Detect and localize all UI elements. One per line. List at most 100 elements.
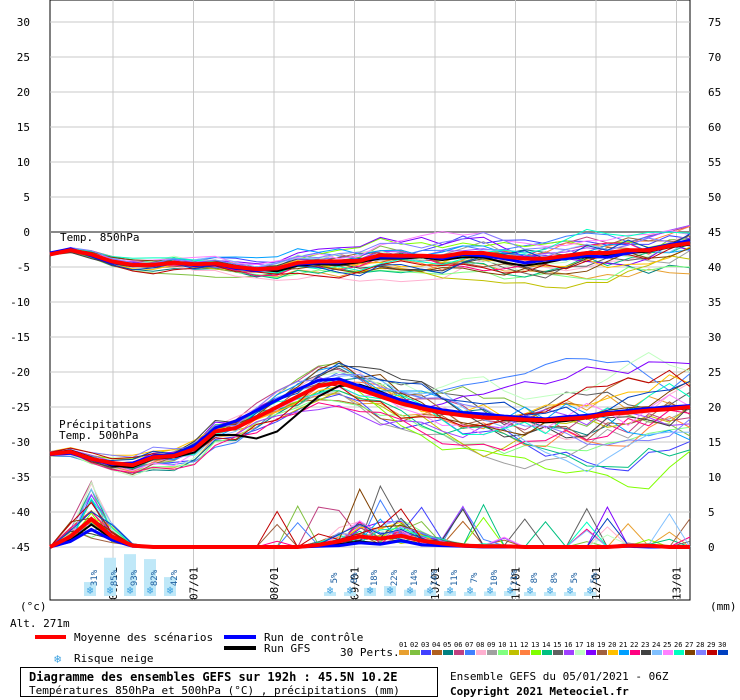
left-axis-unit: (°c) — [20, 600, 47, 613]
snow-risk-bar — [344, 592, 356, 596]
pert-legend-number: 28 — [696, 641, 704, 649]
right-tick-label: 35 — [708, 296, 721, 309]
snowflake-icon: ❄ — [407, 584, 414, 597]
snow-risk-label: 85% — [110, 569, 120, 586]
snow-risk-label: 82% — [150, 569, 160, 586]
legend-gfs-label: Run GFS — [264, 642, 310, 655]
pert-legend-number: 22 — [630, 641, 638, 649]
snow-risk-bar — [164, 577, 176, 596]
pert-legend-swatch — [399, 650, 409, 655]
pert-legend-swatch — [663, 650, 673, 655]
pert-legend-swatch — [542, 650, 552, 655]
snow-risk-bar — [464, 592, 476, 596]
pert-line — [49, 397, 691, 472]
pert-legend-number: 09 — [487, 641, 495, 649]
snow-risk-bar — [584, 592, 596, 596]
snow-risk-bar — [364, 587, 376, 596]
pert-legend-number: 23 — [641, 641, 649, 649]
snowflake-icon: ❄ — [147, 584, 154, 597]
pert-line — [49, 233, 691, 277]
pert-line — [49, 246, 691, 271]
snow-risk-label: 11% — [510, 569, 520, 586]
left-tick-label: -30 — [10, 436, 30, 449]
pert-legend-swatch — [685, 650, 695, 655]
pert-legend-swatch — [641, 650, 651, 655]
snow-risk-bar — [524, 592, 536, 596]
pert-legend-swatch — [432, 650, 442, 655]
left-tick-label: -35 — [10, 471, 30, 484]
snowflake-icon: ❄ — [367, 584, 374, 597]
grid — [50, 0, 690, 600]
pert-line — [49, 240, 691, 279]
right-tick-label: 20 — [708, 401, 721, 414]
snowflake-icon: ❄ — [567, 584, 574, 597]
pert-legend-number: 04 — [432, 641, 440, 649]
pert-legend-swatch — [509, 650, 519, 655]
left-tick-label: -15 — [10, 331, 30, 344]
pert-legend-swatch — [718, 650, 728, 655]
pert-legend-number: 03 — [421, 641, 429, 649]
pert-line — [49, 228, 691, 274]
snow-risk-label: 11% — [450, 569, 460, 586]
snow-risk-label: 18% — [370, 569, 380, 586]
snowflake-icon: ❄ — [487, 584, 494, 597]
pert-legend-number: 18 — [586, 641, 594, 649]
pert-legend-swatch — [454, 650, 464, 655]
pert-legend-swatch — [707, 650, 717, 655]
pert-legend-swatch — [619, 650, 629, 655]
x-tick-label: 08/01 — [268, 567, 281, 600]
pert-legend-swatch — [553, 650, 563, 655]
pert-legend-number: 12 — [520, 641, 528, 649]
left-tick-label: 5 — [23, 191, 30, 204]
snow-risk-label: 14% — [410, 569, 420, 586]
pert-line — [49, 386, 691, 472]
right-tick-label: 60 — [708, 121, 721, 134]
left-axis: 30 25 20 15 10 5 0 -5 -10 -15 -20 -25 -30 -35 -40 -45 — [10, 16, 30, 554]
right-tick-label: 5 — [708, 506, 715, 519]
snowflake-icon: ❄ — [427, 584, 434, 597]
snow-risk-bar — [124, 554, 136, 596]
pert-legend-number: 06 — [454, 641, 462, 649]
pert-legend-number: 20 — [608, 641, 616, 649]
pert-legend-swatch — [487, 650, 497, 655]
snowflake-icon: ❄ — [327, 584, 334, 597]
pert-legend-number: 02 — [410, 641, 418, 649]
title-box: Diagramme des ensembles GEFS sur 192h : … — [20, 667, 438, 697]
left-tick-label: -45 — [10, 541, 30, 554]
pert-legend-swatch — [465, 650, 475, 655]
pert-legend-number: 24 — [652, 641, 660, 649]
left-tick-label: -20 — [10, 366, 30, 379]
left-tick-label: -5 — [17, 261, 30, 274]
pert-legend-number: 05 — [443, 641, 451, 649]
snow-risk-bar — [104, 557, 116, 596]
pert-line — [49, 229, 691, 266]
snow-risk-bar — [544, 592, 556, 596]
series-line — [49, 380, 691, 468]
snow-risk-bar — [504, 591, 516, 596]
snowflake-icon: ❄ — [107, 584, 114, 597]
series-line — [49, 241, 691, 272]
right-tick-label: 55 — [708, 156, 721, 169]
pert-legend-number: 15 — [553, 641, 561, 649]
pert-legend-swatch — [674, 650, 684, 655]
pert-legend-swatch — [696, 650, 706, 655]
pert-legend-swatch — [652, 650, 662, 655]
right-tick-label: 50 — [708, 191, 721, 204]
left-tick-label: 25 — [17, 51, 30, 64]
snowflake-icon: ❄ — [54, 652, 61, 666]
snowflake-icon: ❄ — [587, 584, 594, 597]
pert-line — [49, 374, 691, 458]
snow-risk-label: 93% — [130, 569, 140, 586]
pert-legend-number: 14 — [542, 641, 550, 649]
pert-legend-swatch — [421, 650, 431, 655]
left-tick-label: -10 — [10, 296, 30, 309]
snow-risk-label: 10% — [490, 569, 500, 586]
pert-legend-number: 07 — [465, 641, 473, 649]
snow-risk-label: 5% — [330, 572, 340, 583]
right-tick-label: 30 — [708, 331, 721, 344]
label-t850: Temp. 850hPa — [60, 231, 139, 244]
pert-legend-number: 25 — [663, 641, 671, 649]
snow-risk-bar — [484, 591, 496, 596]
pert-legend-number: 19 — [597, 641, 605, 649]
